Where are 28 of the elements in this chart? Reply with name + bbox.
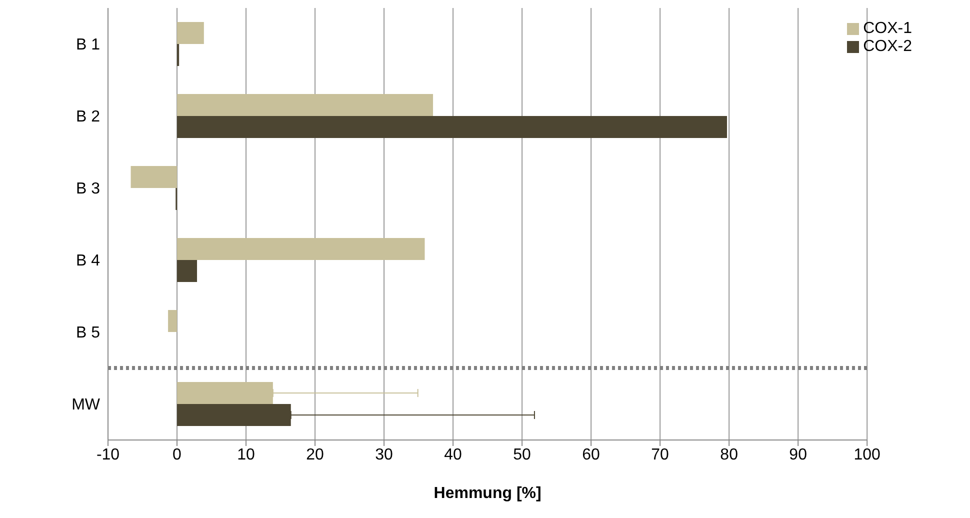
y-tick-label: B 2 [76,108,100,126]
bar [177,238,425,260]
y-tick-label: B 5 [76,324,100,342]
y-tick-label: B 4 [76,252,100,270]
x-tick-label: 80 [720,446,738,464]
y-tick-label: B 1 [76,36,100,54]
legend-label: COX-1 [863,20,912,37]
bar [177,22,204,44]
x-tick-label: 0 [172,446,182,464]
x-axis-title: Hemmung [%] [434,485,542,502]
x-tick-label: 50 [513,446,532,464]
x-tick-label: 40 [444,446,462,464]
bar [177,116,728,138]
x-tick-label: 60 [582,446,600,464]
x-tick-label: 10 [237,446,256,464]
x-tick-label: 100 [854,446,881,464]
x-tick-label: 70 [651,446,670,464]
bar [177,260,198,282]
y-tick-label: MW [72,396,101,414]
x-tick-label: 30 [375,446,394,464]
bar [168,310,178,332]
x-tick-label: 90 [789,446,808,464]
legend-label: COX-2 [863,38,912,55]
y-tick-label: B 3 [76,180,100,198]
bar [177,94,434,116]
x-tick-label: 20 [306,446,324,464]
x-tick-label: -10 [96,446,120,464]
bar [130,166,178,188]
